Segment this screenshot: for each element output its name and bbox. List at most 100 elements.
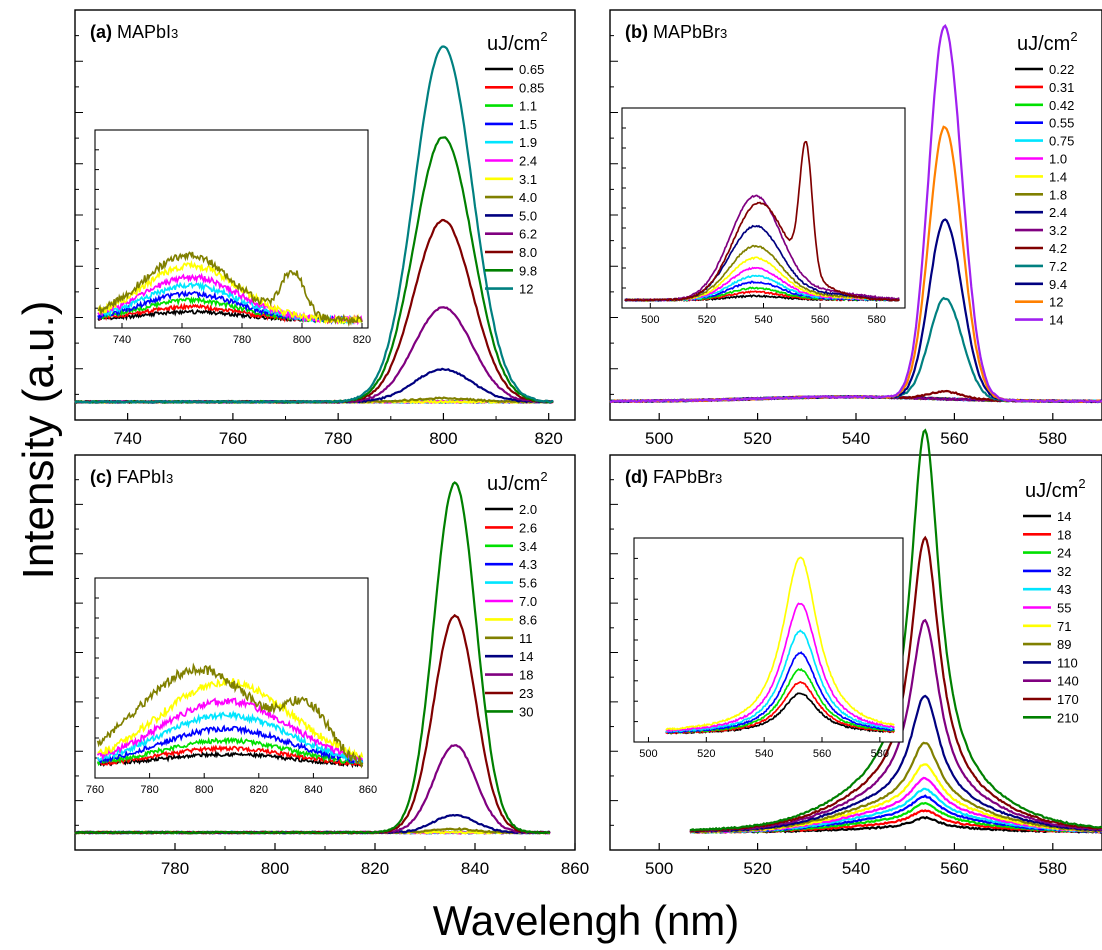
inset-series-line (97, 749, 364, 769)
inset-plot: 760 780 800 820 840 860 (86, 577, 377, 796)
inset-x-tick-label: 800 (195, 784, 213, 796)
inset-x-tick-label: 840 (304, 784, 322, 796)
inset-series-line (97, 281, 363, 325)
legend-entry: 14 (1049, 313, 1063, 328)
inset-series-line (96, 710, 364, 765)
main-series (74, 45, 554, 405)
legend-entry: 3.4 (519, 539, 537, 554)
inset-series-line (665, 651, 895, 734)
panel-a: 740 760 780 800 820 (a) MAPbI3 740 760 780 800 820… (74, 9, 576, 448)
legend-entry: 0.65 (519, 62, 544, 77)
x-tick-label: 760 (219, 429, 247, 448)
legend-entry: 18 (519, 668, 533, 683)
inset-x-tick-label: 800 (293, 334, 311, 346)
legend-entry: 7.2 (1049, 259, 1067, 274)
legend-entry: 55 (1057, 601, 1071, 616)
legend-entry: 8.6 (519, 612, 537, 627)
legend-entry: 4.3 (519, 557, 537, 572)
inset-x-tick-label: 540 (754, 314, 772, 326)
inset-x-tick-label: 760 (86, 784, 104, 796)
legend-entry: 89 (1057, 637, 1071, 652)
x-tick-label: 580 (1039, 429, 1067, 448)
inset-x-tick-label: 580 (868, 314, 886, 326)
legend-entry: 1.8 (1049, 187, 1067, 202)
panel-letter: (d) (625, 467, 653, 487)
legend-entry: 0.75 (1049, 134, 1074, 149)
inset-x-tick-label: 560 (811, 314, 829, 326)
inset-x-tick-label: 500 (641, 314, 659, 326)
panel-d: 500 520 540 560 580 (d) FAPbBr3 500 520 540 560 58… (609, 428, 1102, 878)
legend-entry: 1.0 (1049, 152, 1067, 167)
legend-entry: 140 (1057, 674, 1079, 689)
main-series (689, 428, 1102, 834)
x-tick-label: 520 (743, 429, 771, 448)
legend-entry: 5.6 (519, 576, 537, 591)
panel-title: (d) FAPbBr3 (625, 467, 722, 487)
legend-title-sup: 2 (1070, 29, 1077, 44)
legend-title: uJ/cm2 (1017, 29, 1078, 55)
legend-title: uJ/cm2 (1025, 476, 1086, 502)
x-tick-label: 860 (561, 859, 589, 878)
inset-x-tick-label: 820 (250, 784, 268, 796)
legend-entry: 4.0 (519, 190, 537, 205)
legend-entry: 9.4 (1049, 277, 1067, 292)
inset-x-tick-label: 560 (813, 748, 831, 760)
x-tick-label: 500 (645, 429, 673, 448)
x-tick-label: 520 (743, 859, 771, 878)
x-tick-label: 780 (161, 859, 189, 878)
x-tick-label: 500 (645, 859, 673, 878)
inset-series-line (665, 629, 895, 733)
x-tick-label: 540 (842, 859, 870, 878)
legend-entry: 8.0 (519, 245, 537, 260)
legend-title-sup: 2 (1078, 476, 1085, 491)
x-tick-label: 740 (113, 429, 141, 448)
legend-entry: 0.31 (1049, 80, 1074, 95)
panel-material-sub: 3 (166, 471, 173, 486)
inset-x-tick-label: 780 (233, 334, 251, 346)
legend: uJ/cm2 14 18 24 32 43 55 71 89 110 140 170 210 (1023, 476, 1086, 725)
inset-series-line (624, 140, 900, 302)
legend-entry: 12 (519, 282, 533, 297)
legend-entry: 3.1 (519, 172, 537, 187)
series-line (689, 618, 1102, 833)
legend: uJ/cm2 0.22 0.31 0.42 0.55 0.75 1.0 1.4 1.8 2.4 3.… (1015, 29, 1078, 328)
legend: uJ/cm2 2.0 2.6 3.4 4.3 5.6 7.0 8.6 11 14 18 23 30 (485, 469, 548, 719)
series-line (74, 481, 551, 835)
legend-entry: 4.2 (1049, 241, 1067, 256)
inset-frame (633, 537, 904, 743)
inset-series-line (96, 662, 364, 769)
legend-entry: 110 (1057, 655, 1078, 670)
legend-entry: 23 (519, 686, 533, 701)
panel-title: (a) MAPbI3 (90, 22, 178, 42)
inset-series-line (665, 556, 895, 731)
inset-plot: 740 760 780 800 820 (94, 129, 371, 346)
legend: uJ/cm2 0.65 0.85 1.1 1.5 1.9 2.4 3.1 4.0 5.0 6.2 8.… (485, 29, 548, 297)
legend-entry: 0.22 (1049, 62, 1074, 77)
x-tick-label: 820 (361, 859, 389, 878)
inset-x-tick-label: 820 (353, 334, 371, 346)
legend-entry: 9.8 (519, 263, 537, 278)
inset-series-line (97, 724, 364, 765)
legend-entry: 6.2 (519, 227, 537, 242)
inset-x-tick-label: 740 (113, 334, 131, 346)
legend-entry: 3.2 (1049, 223, 1067, 238)
legend-entry: 0.85 (519, 80, 544, 95)
legend-title: uJ/cm2 (487, 29, 548, 55)
legend-entry: 71 (1057, 619, 1071, 634)
x-tick-label: 580 (1039, 859, 1067, 878)
x-tick-label: 560 (940, 859, 968, 878)
legend-entry: 2.4 (1049, 205, 1067, 220)
x-tick-label: 800 (429, 429, 457, 448)
inset-series-line (97, 251, 363, 328)
series-line (609, 296, 1102, 404)
legend-entry: 14 (1057, 509, 1071, 524)
inset-x-tick-label: 580 (871, 748, 889, 760)
legend-title-sup: 2 (540, 29, 547, 44)
inset-series-line (96, 697, 364, 762)
inset-x-tick-label: 780 (140, 784, 158, 796)
legend-entry: 170 (1057, 692, 1079, 707)
y-axis-label: Intensity (a.u.) (14, 301, 63, 580)
legend-title: uJ/cm2 (487, 469, 548, 495)
panel-material: FAPbBr (653, 467, 715, 487)
legend-entry: 32 (1057, 564, 1071, 579)
